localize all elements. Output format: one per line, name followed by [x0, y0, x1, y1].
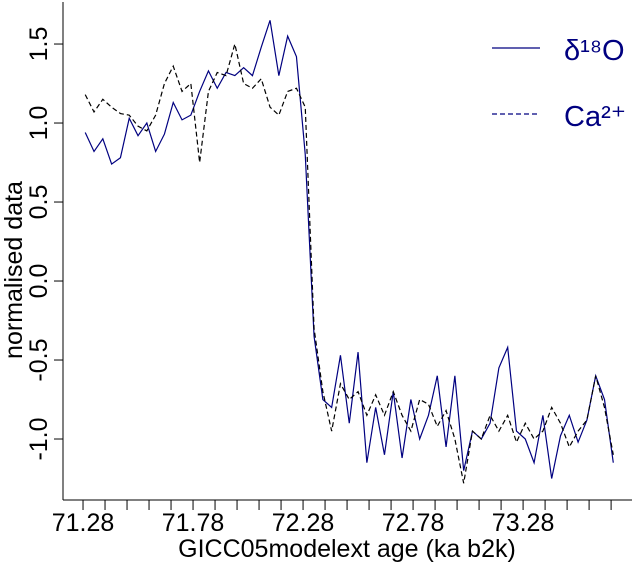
x-tick-label: 72.78	[382, 509, 445, 537]
y-tick-label: 1.5	[25, 27, 53, 62]
y-tick-label: -0.5	[25, 338, 53, 381]
x-tick-label: 72.28	[272, 509, 335, 537]
x-tick-label: 73.28	[492, 509, 555, 537]
y-tick-label: 0.5	[25, 185, 53, 220]
x-tick-label: 71.28	[52, 509, 115, 537]
legend-label: Ca²⁺	[564, 101, 626, 133]
y-tick-label: 1.0	[25, 106, 53, 141]
series-line	[84, 20, 614, 479]
series-line	[84, 43, 614, 484]
x-axis-title: GICC05modelext age (ka b2k)	[178, 535, 516, 562]
legend-label: δ¹⁸O	[564, 35, 625, 67]
y-axis-title: normalised data	[0, 181, 28, 359]
y-tick-label: -1.0	[25, 417, 53, 460]
x-tick-label: 71.78	[162, 509, 225, 537]
y-tick-label: 0.0	[25, 264, 53, 299]
